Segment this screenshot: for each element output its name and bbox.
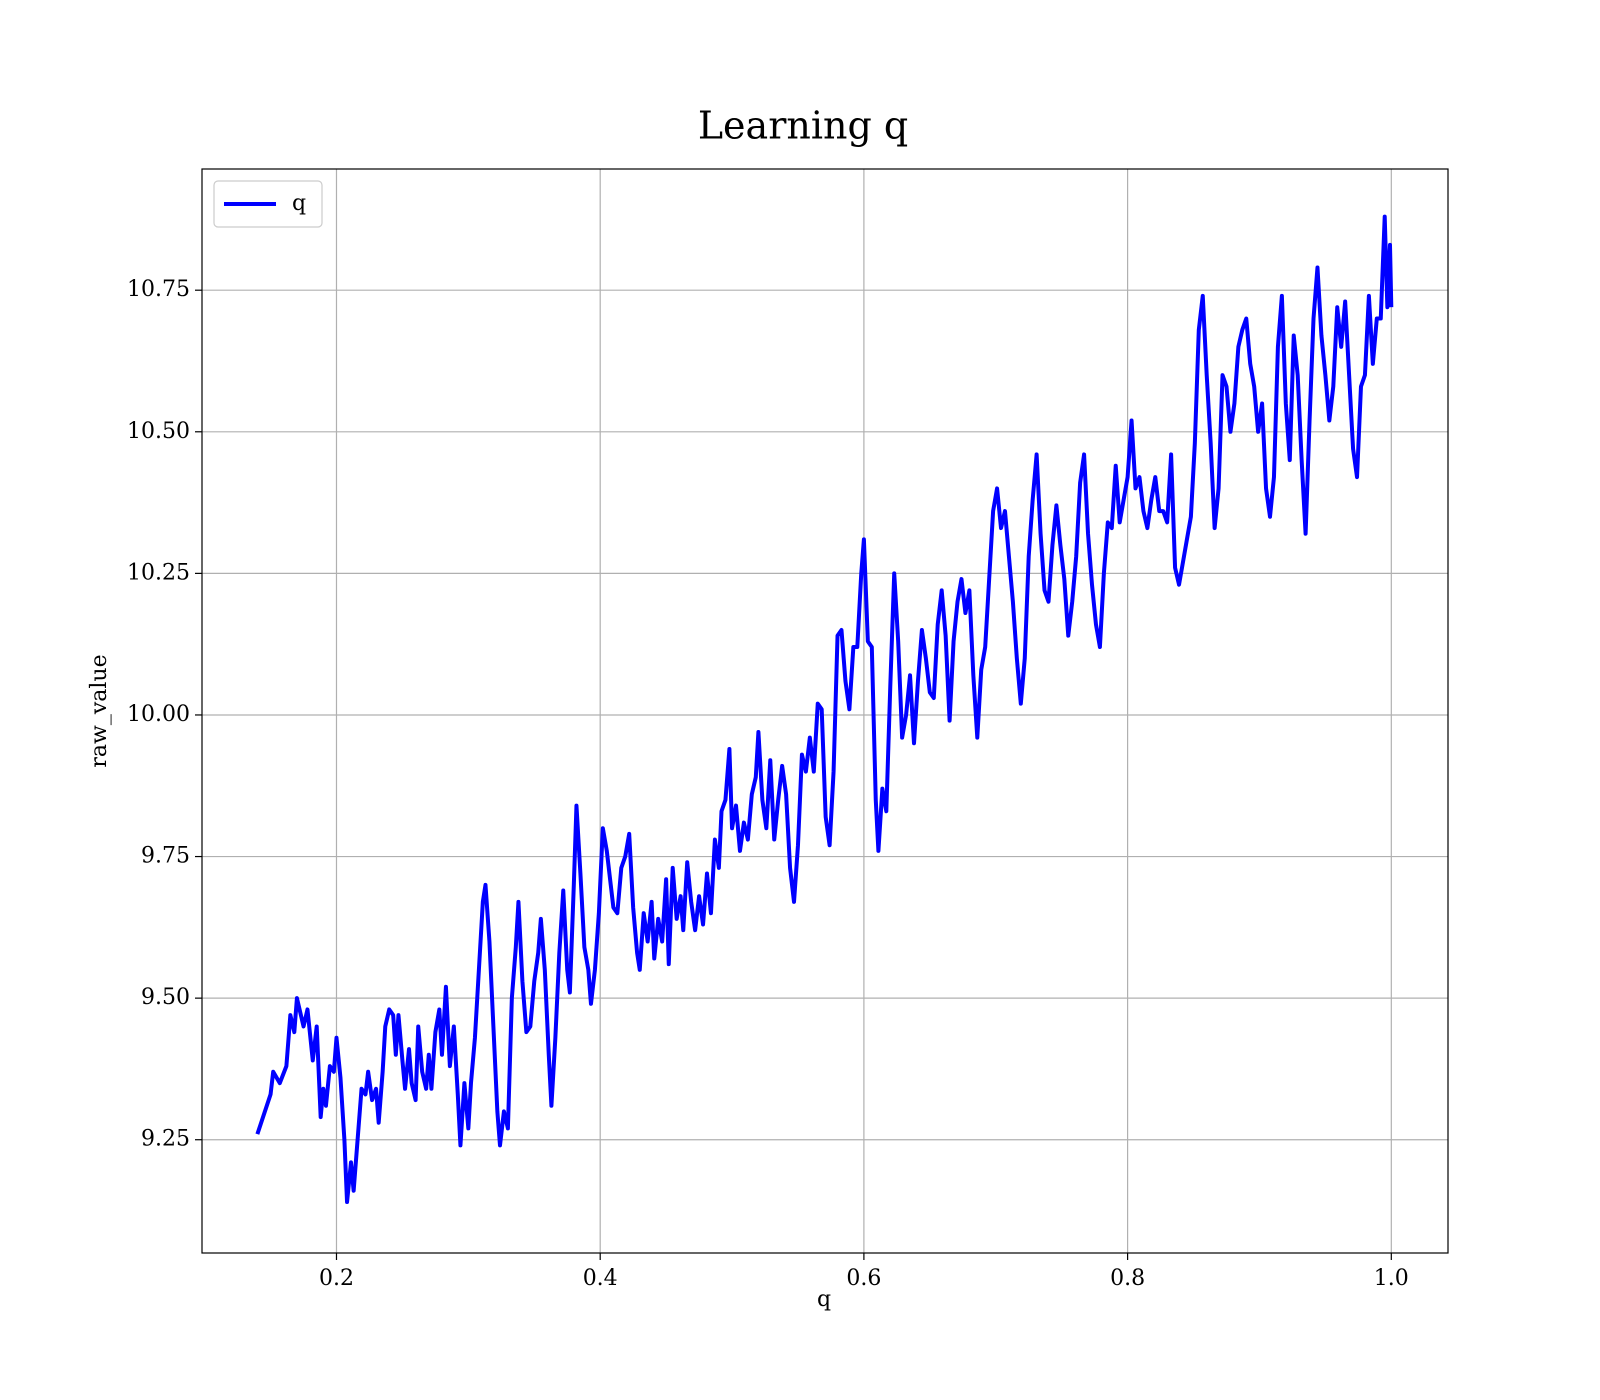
y-tick-label: 10.25 bbox=[127, 560, 190, 585]
x-tick-label: 0.4 bbox=[583, 1266, 618, 1291]
y-tick-label: 10.00 bbox=[127, 702, 190, 727]
data-line bbox=[255, 214, 1394, 1205]
x-tick-label: 0.8 bbox=[1110, 1266, 1145, 1291]
y-tick-label: 9.25 bbox=[141, 1127, 190, 1152]
y-axis-label: raw_value bbox=[87, 654, 112, 767]
x-tick-label: 0.2 bbox=[319, 1266, 354, 1291]
x-axis-label: q bbox=[817, 1287, 831, 1312]
y-tick-label: 10.75 bbox=[127, 277, 190, 302]
y-tick-label: 9.50 bbox=[141, 985, 190, 1010]
y-tick-label: 10.50 bbox=[127, 419, 190, 444]
x-tick-label: 1.0 bbox=[1374, 1266, 1409, 1291]
legend-label: q bbox=[292, 191, 306, 216]
x-tick-label: 0.6 bbox=[846, 1266, 881, 1291]
chart-title: Learning q bbox=[698, 104, 908, 148]
plot-frame bbox=[201, 168, 1449, 1254]
y-tick-label: 9.75 bbox=[141, 844, 190, 869]
